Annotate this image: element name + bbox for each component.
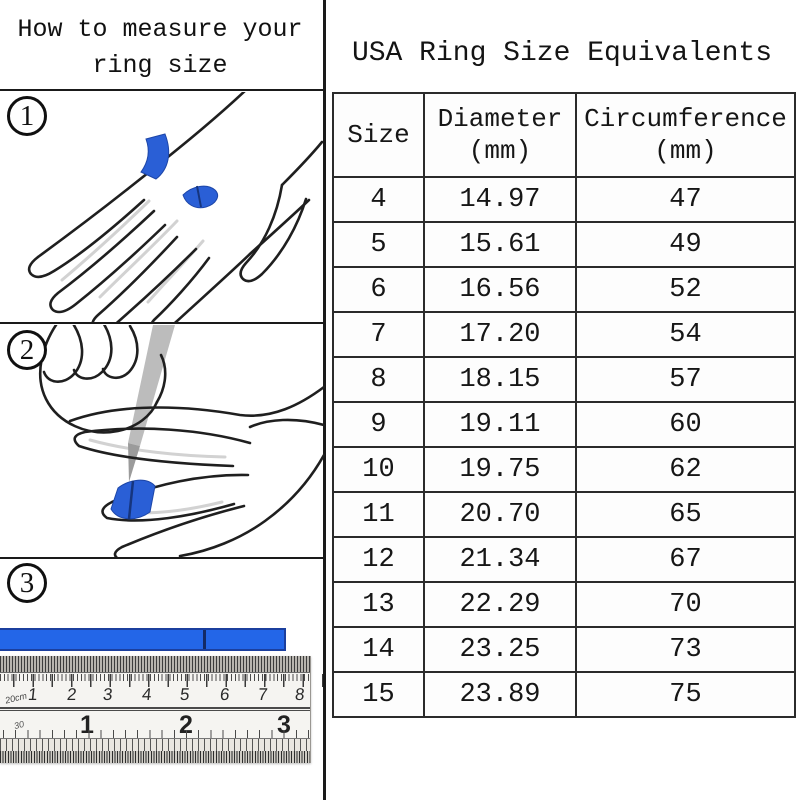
ring-size-table: Size Diameter (mm) Circumference (mm) 4 … — [332, 92, 796, 718]
table-row: 8 18.15 57 — [332, 356, 796, 403]
cell-circumference: 67 — [575, 536, 796, 583]
cm-tick-label: 4 — [141, 685, 153, 704]
col-header-circumference: Circumference (mm) — [575, 92, 796, 178]
cell-size: 12 — [332, 536, 425, 583]
table-row: 9 19.11 60 — [332, 401, 796, 448]
vertical-divider — [323, 0, 326, 800]
cell-size: 6 — [332, 266, 425, 313]
ruler-illustration: 20cm 1 2 3 4 5 6 7 8 30 1 2 3 — [0, 656, 323, 763]
cell-diameter: 17.20 — [423, 311, 577, 358]
cell-size: 14 — [332, 626, 425, 673]
cell-size: 9 — [332, 401, 425, 448]
left-panel-title: How to measure your ring size — [17, 15, 303, 81]
cell-size: 10 — [332, 446, 425, 493]
step-1-number: 1 — [19, 99, 35, 132]
cell-size: 15 — [332, 671, 425, 718]
cell-diameter: 23.89 — [423, 671, 577, 718]
step-2-badge: 2 — [7, 330, 47, 370]
col-header-diameter: Diameter (mm) — [423, 92, 577, 178]
cell-diameter: 18.15 — [423, 356, 577, 403]
section-divider-1 — [0, 89, 323, 91]
cm-tick-label: 3 — [102, 685, 114, 704]
cell-diameter: 19.75 — [423, 446, 577, 493]
hand-with-strip-illustration — [27, 92, 324, 322]
cell-circumference: 73 — [575, 626, 796, 673]
cm-tick-label: 6 — [219, 685, 231, 704]
cm-tick-label: 5 — [179, 685, 191, 704]
table-row: 4 14.97 47 — [332, 176, 796, 223]
cm-tick-label: 7 — [257, 685, 269, 704]
table-row: 6 16.56 52 — [332, 266, 796, 313]
cell-size: 8 — [332, 356, 425, 403]
ruler-cm-unit-label: 20cm — [4, 690, 28, 706]
col-header-size: Size — [332, 92, 425, 178]
cell-circumference: 75 — [575, 671, 796, 718]
cell-diameter: 22.29 — [423, 581, 577, 628]
cell-diameter: 20.70 — [423, 491, 577, 538]
table-row: 11 20.70 65 — [332, 491, 796, 538]
strip-mark-notch — [203, 630, 206, 649]
section-divider-2 — [0, 322, 323, 324]
pen-icon — [128, 325, 175, 446]
cell-circumference: 62 — [575, 446, 796, 493]
table-title: USA Ring Size Equivalents — [351, 38, 773, 69]
ruler-cm-scale: 20cm 1 2 3 4 5 6 7 8 — [0, 674, 323, 707]
table-row: 7 17.20 54 — [332, 311, 796, 358]
blue-strip-bar — [0, 628, 286, 651]
cell-circumference: 57 — [575, 356, 796, 403]
ruler-inch-scale: 30 1 2 3 — [0, 711, 313, 739]
cell-diameter: 15.61 — [423, 221, 577, 268]
cell-circumference: 60 — [575, 401, 796, 448]
cell-size: 4 — [332, 176, 425, 223]
cell-diameter: 21.34 — [423, 536, 577, 583]
cell-circumference: 65 — [575, 491, 796, 538]
cell-circumference: 52 — [575, 266, 796, 313]
step-3-badge: 3 — [7, 563, 47, 603]
ruler-top-edge-ticks — [0, 656, 310, 673]
cm-tick-label: 8 — [294, 685, 306, 704]
cell-diameter: 14.97 — [423, 176, 577, 223]
cell-circumference: 54 — [575, 311, 796, 358]
table-row: 10 19.75 62 — [332, 446, 796, 493]
cell-diameter: 16.56 — [423, 266, 577, 313]
table-header-row: Size Diameter (mm) Circumference (mm) — [332, 92, 796, 178]
table-row: 15 23.89 75 — [332, 671, 796, 718]
step-3-number: 3 — [19, 566, 35, 599]
table-row: 13 22.29 70 — [332, 581, 796, 628]
cell-diameter: 19.11 — [423, 401, 577, 448]
mark-strip-with-pen-illustration — [38, 325, 325, 557]
table-row: 12 21.34 67 — [332, 536, 796, 583]
cell-size: 7 — [332, 311, 425, 358]
cell-diameter: 23.25 — [423, 626, 577, 673]
cell-circumference: 70 — [575, 581, 796, 628]
cell-circumference: 49 — [575, 221, 796, 268]
cell-circumference: 47 — [575, 176, 796, 223]
cell-size: 13 — [332, 581, 425, 628]
step-1-badge: 1 — [7, 96, 47, 136]
section-divider-3 — [0, 557, 323, 559]
cm-tick-label: 1 — [27, 685, 39, 704]
table-row: 14 23.25 73 — [332, 626, 796, 673]
cell-size: 5 — [332, 221, 425, 268]
cm-tick-label: 2 — [66, 685, 78, 704]
step-2-number: 2 — [19, 333, 35, 366]
cell-size: 11 — [332, 491, 425, 538]
table-row: 5 15.61 49 — [332, 221, 796, 268]
